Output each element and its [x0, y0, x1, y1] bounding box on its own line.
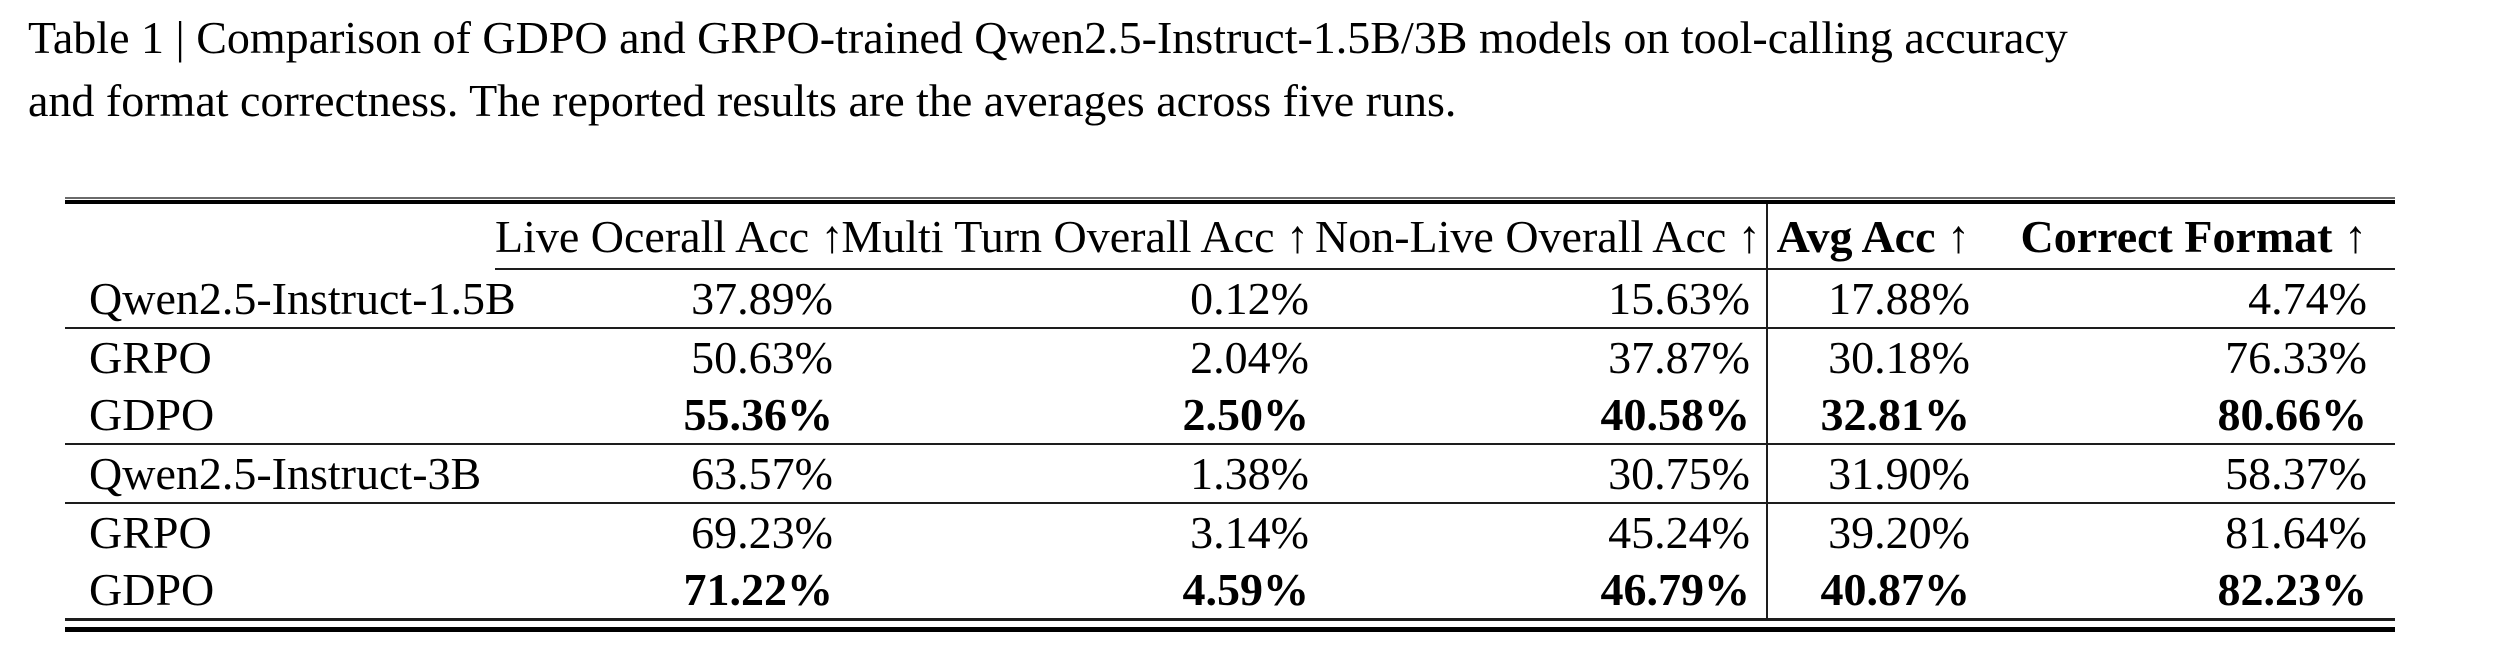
results-table-head: Live Ocerall Acc ↑ Multi Turn Overall Acc… [65, 204, 2395, 270]
header-cell-1 [65, 204, 495, 269]
cell-value: 63.57% [495, 444, 835, 504]
header-row: Live Ocerall Acc ↑ Multi Turn Overall Acc… [65, 204, 2395, 270]
cell-value: 69.23% [691, 507, 833, 558]
cell-value: 50.63% [691, 332, 833, 383]
cell-value: 76.33% [2225, 332, 2367, 383]
header-cell-6: Correct Format ↑ [2000, 204, 2395, 270]
table-row: GDPO 71.22% 4.59% 46.79% 40.87% 82.23% [65, 561, 2395, 618]
header-cell-3: Multi Turn Overall Acc ↑ [835, 204, 1315, 270]
cell-value: 46.79% [1315, 561, 1768, 618]
row-label: GRPO [89, 332, 212, 383]
cell-value: 39.20% [1828, 507, 1970, 558]
cell-value: 0.12% [835, 269, 1315, 329]
table-row: GRPO 50.63% 2.04% 37.87% 30.18% 76.33% [65, 328, 2395, 386]
cell-value: 37.89% [495, 269, 835, 329]
table-row: Qwen2.5-Instruct-1.5B 37.89% 0.12% 15.63% 17… [65, 269, 2395, 329]
row-label: Qwen2.5-Instruct-1.5B [65, 269, 516, 329]
cell-value: 30.75% [1315, 444, 1768, 504]
cell-value: 4.74% [2000, 269, 2395, 329]
cell-value: 3.14% [1190, 507, 1309, 558]
header-cell-2: Live Ocerall Acc ↑ [495, 204, 844, 270]
cell-value: 82.23% [2217, 564, 2368, 615]
table-row: GRPO 69.23% 3.14% 45.24% 39.20% 81.64% [65, 503, 2395, 561]
cell-value: 15.63% [1315, 269, 1768, 329]
table-caption-line-1: Table 1 | Comparison of GDPO and GRPO-tr… [28, 12, 2068, 63]
row-label: GDPO [65, 386, 495, 445]
cell-value: 40.87% [1820, 564, 1971, 615]
cell-value: 31.90% [1767, 444, 2000, 504]
cell-value: 40.58% [1315, 386, 1768, 445]
table-bottom-rule [65, 618, 2395, 632]
results-table-wrap: Live Ocerall Acc ↑ Multi Turn Overall Acc… [65, 197, 2395, 632]
table-row: GDPO 55.36% 2.50% 40.58% 32.81% 80.66% [65, 386, 2395, 445]
cell-value: 71.22% [683, 564, 834, 615]
cell-value: 1.38% [835, 444, 1315, 504]
header-cell-5: Avg Acc ↑ [1767, 204, 2000, 270]
cell-value: 80.66% [2000, 386, 2395, 445]
header-cell-4: Non-Live Overall Acc ↑ [1315, 204, 1768, 270]
row-label: GDPO [89, 564, 215, 615]
cell-value: 2.04% [1190, 332, 1309, 383]
cell-value: 32.81% [1767, 386, 2000, 445]
row-label: Qwen2.5-Instruct-3B [65, 444, 495, 504]
cell-value: 4.59% [1182, 564, 1310, 615]
cell-value: 2.50% [835, 386, 1315, 445]
table-caption-line-2: and format correctness. The reported res… [28, 75, 1457, 126]
cell-value: 81.64% [2225, 507, 2367, 558]
cell-value: 17.88% [1767, 269, 2000, 329]
cell-value: 37.87% [1315, 328, 1768, 386]
results-table-body: Qwen2.5-Instruct-1.5B 37.89% 0.12% 15.63% 17… [65, 269, 2395, 618]
row-label: GRPO [89, 507, 212, 558]
cell-value: 55.36% [495, 386, 835, 445]
cell-value: 58.37% [2000, 444, 2395, 504]
table-top-rule [65, 197, 2395, 204]
cell-value: 30.18% [1828, 332, 1970, 383]
table-caption: Table 1 | Comparison of GDPO and GRPO-tr… [28, 6, 2488, 132]
table-row: Qwen2.5-Instruct-3B 63.57% 1.38% 30.75% 31.9… [65, 444, 2395, 504]
results-table: Live Ocerall Acc ↑ Multi Turn Overall Acc… [65, 204, 2395, 618]
cell-value: 45.24% [1315, 503, 1768, 561]
